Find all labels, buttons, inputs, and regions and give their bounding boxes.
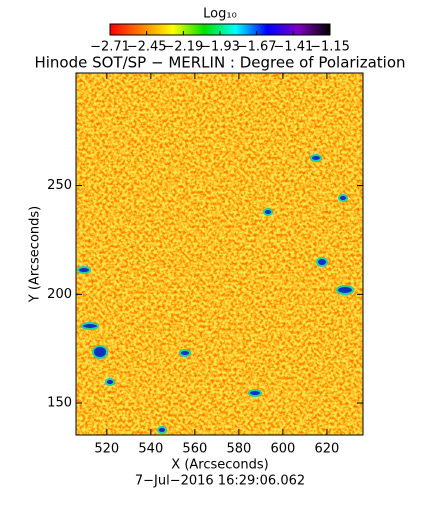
x-tick-label: 560: [182, 442, 207, 457]
colorbar-tick-label: −1.67: [237, 40, 277, 55]
x-tick-label: 520: [94, 442, 119, 457]
colorbar-tick-label: −2.45: [127, 40, 167, 55]
colorbar-tick-label: −1.41: [273, 40, 313, 55]
x-tick-label: 620: [314, 442, 339, 457]
colorbar-tick-label: −2.71: [90, 40, 130, 55]
image-field: [76, 73, 363, 435]
plot-frame: [75, 72, 364, 436]
colorbar-tick-label: −1.93: [200, 40, 240, 55]
x-tick-label: 540: [138, 442, 163, 457]
colorbar-tick-label: −2.19: [163, 40, 203, 55]
footer: 7−Jul−2016 16:29:06.062: [135, 474, 305, 489]
y-tick-label: 250: [47, 178, 72, 193]
y-tick-label: 150: [47, 396, 72, 411]
colorbar-title: Log₁₀: [203, 7, 237, 22]
x-tick-label: 580: [226, 442, 251, 457]
x-tick-label: 600: [270, 442, 295, 457]
y-axis-label: Y (Arcseconds): [28, 206, 43, 303]
x-axis-label: X (Arcseconds): [171, 458, 268, 473]
y-tick-label: 200: [47, 287, 72, 302]
colorbar-tick-label: −1.15: [310, 40, 350, 55]
chart-title: Hinode SOT/SP − MERLIN : Degree of Polar…: [34, 54, 405, 72]
